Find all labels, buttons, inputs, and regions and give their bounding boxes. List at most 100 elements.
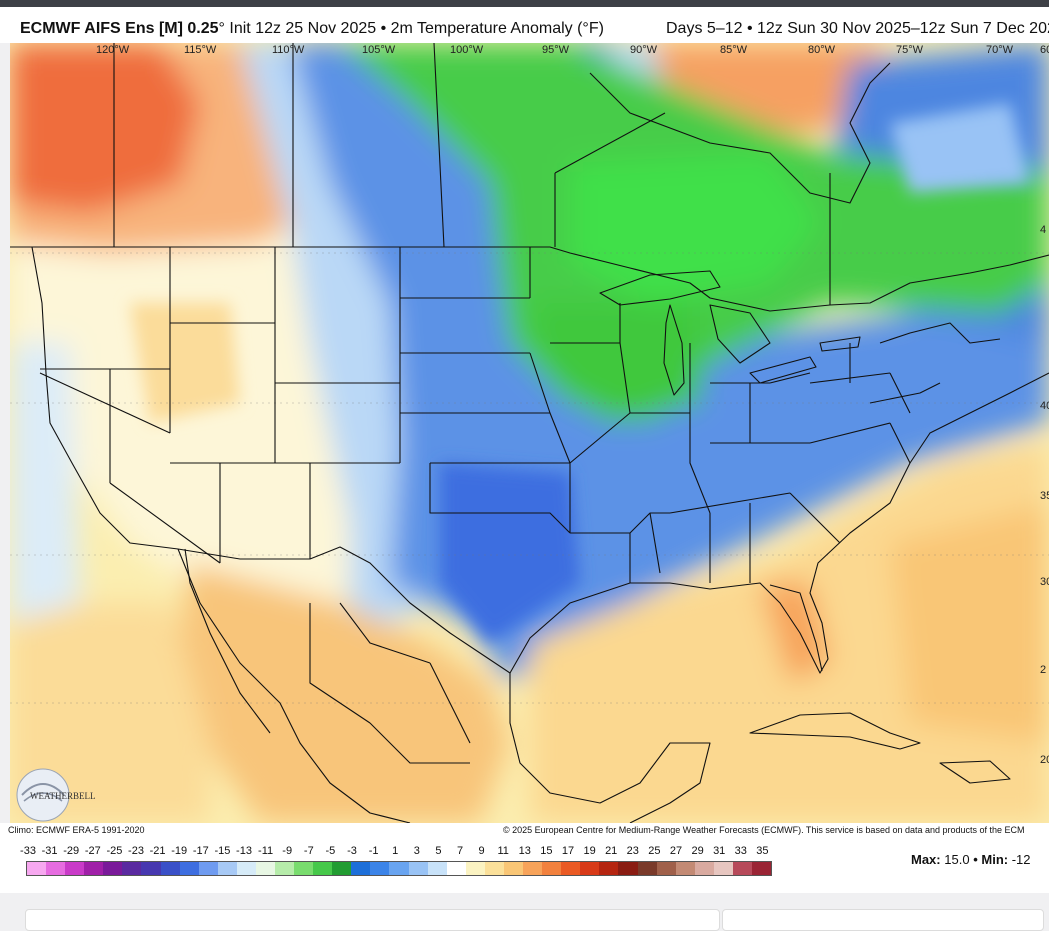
max-label: Max: — [911, 852, 941, 867]
mexico-gulf-coast — [509, 673, 711, 823]
colorbar-swatch — [389, 862, 409, 875]
weatherbell-logo: WEATHERBELL — [16, 768, 96, 822]
colorbar-swatch — [465, 862, 485, 875]
lon-label-95w: 95°W — [542, 44, 570, 56]
latitude-labels: 4 40 35 30 2 20 — [1040, 224, 1049, 766]
colorbar-tick-label: -11 — [258, 845, 274, 857]
cuba — [749, 712, 921, 750]
colorbar-tick-label: -1 — [368, 845, 379, 857]
coldest-core — [570, 153, 820, 303]
lon-label-60: 60 — [1040, 44, 1049, 56]
colorbar-tick-label: -3 — [347, 845, 357, 857]
colorbar-swatch — [236, 862, 256, 875]
coldest-great-lakes — [530, 303, 700, 423]
colorbar-swatch — [599, 862, 619, 875]
valid-period: Days 5–12 • 12z Sun 30 Nov 2025–12z Sun … — [666, 20, 1049, 37]
colorbar-tick-label: -33 — [20, 845, 36, 857]
colorbar-swatch — [656, 862, 676, 875]
colorbar-tick-label: -19 — [171, 845, 188, 857]
lon-label-110w: 110°W — [272, 44, 305, 56]
colorbar-swatch — [446, 862, 466, 875]
colorbar-tick-label: 29 — [691, 845, 704, 857]
us-state-lines — [39, 247, 1001, 583]
colorbar-swatch — [141, 862, 161, 875]
colorbar-tick-label: 1 — [392, 845, 399, 857]
lat-label-40: 40 — [1040, 400, 1049, 412]
colorbar-swatch — [332, 862, 352, 875]
colorbar-swatch — [523, 862, 543, 875]
us-canada-border — [10, 246, 1049, 312]
colorbar-tick-label: 19 — [583, 845, 596, 857]
colorbar-tick-label: -17 — [192, 845, 209, 857]
colorbar-tick-labels: -33 -31 -29 -27 -25 -23 -21 -19 -17 -15 -13 -11 -9 -7… — [16, 845, 776, 859]
longitude-labels: 120°W 115°W 110°W 105°W 100°W 95°W 90°W … — [96, 44, 1049, 56]
colorbar-tick-label: 9 — [478, 845, 485, 857]
map-title: ECMWF AIFS Ens [M] 0.25° Init 12z 25 Nov… — [20, 20, 604, 38]
lat-label-35: 35 — [1040, 490, 1049, 502]
temperature-anomaly-map: 120°W 115°W 110°W 105°W 100°W 95°W 90°W … — [10, 43, 1049, 823]
boundaries — [10, 43, 1049, 823]
colorbar-tick-label: -15 — [214, 845, 231, 857]
warm-atlantic-core — [890, 503, 1049, 743]
colorbar-tick-label: 5 — [435, 845, 442, 857]
colorbar-swatch — [179, 862, 199, 875]
colorbar-swatch — [675, 862, 695, 875]
colorbar-tick-label: 23 — [626, 845, 639, 857]
us-mexico-border — [177, 546, 511, 674]
colorbar-swatch — [84, 862, 104, 875]
climatology-note: Climo: ECMWF ERA-5 1991-2020 — [8, 825, 145, 835]
colorbar-swatch — [65, 862, 85, 875]
colorbar-swatch — [27, 862, 47, 875]
lon-label-105w: 105°W — [362, 44, 396, 56]
colorbar-swatch — [255, 862, 276, 875]
colorbar-swatch — [198, 862, 218, 875]
warm-mexico-west — [10, 603, 210, 823]
colorbar-tick-label: -13 — [236, 845, 252, 857]
colorbar-swatch — [542, 862, 562, 875]
colorbar-swatch — [122, 862, 142, 875]
warm-patch-great-basin — [130, 303, 240, 423]
colorbar — [26, 861, 772, 876]
lon-label-80w: 80°W — [808, 44, 836, 56]
cold-patch-texas — [440, 463, 580, 643]
map-footer: Climo: ECMWF ERA-5 1991-2020 © 2025 Euro… — [0, 823, 1049, 893]
anomaly-field — [10, 43, 1049, 823]
pale-pacific — [10, 343, 80, 623]
colorbar-tick-label: -9 — [282, 845, 293, 857]
us-west-coast — [31, 246, 179, 550]
lon-label-115w: 115°W — [184, 44, 217, 56]
colorbar-tick-label: 13 — [518, 845, 531, 857]
lat-label-25: 2 — [1040, 664, 1046, 676]
colorbar-swatch — [732, 862, 752, 875]
mexico-state-lines — [309, 602, 471, 764]
lon-label-70w: 70°W — [986, 44, 1014, 56]
warm-western-canada-core — [10, 43, 200, 213]
colorbar-tick-label: 33 — [734, 845, 747, 857]
colorbar-tick-label: 25 — [648, 845, 661, 857]
colorbar-swatch — [427, 862, 447, 875]
colorbar-swatch — [580, 862, 600, 875]
bottom-content-card-2 — [722, 909, 1044, 931]
colorbar-tick-label: 15 — [540, 845, 553, 857]
colorbar-swatch — [160, 862, 180, 875]
colorbar-swatch — [637, 862, 657, 875]
colorbar-swatch — [351, 862, 371, 875]
lake-huron — [709, 304, 771, 364]
colorbar-tick-label: 11 — [497, 845, 509, 857]
colorbar-tick-label: 17 — [561, 845, 575, 857]
init-and-variable: ° Init 12z 25 Nov 2025 • 2m Temperature … — [218, 20, 604, 37]
colorbar-swatch — [751, 862, 772, 875]
lat-label-20: 20 — [1040, 754, 1049, 766]
lon-label-120w: 120°W — [96, 44, 130, 56]
max-value: 15.0 — [944, 852, 970, 867]
colorbar-tick-label: -31 — [41, 845, 58, 857]
baja-and-west-mexico — [177, 548, 411, 823]
max-min-readout: Max: 15.0 • Min: -12 — [911, 852, 1031, 867]
lat-label-30: 30 — [1040, 576, 1049, 588]
canada-province-lines — [113, 43, 831, 305]
warm-mexico — [170, 563, 510, 823]
colorbar-tick-label: -21 — [149, 845, 166, 857]
baja-peninsula — [184, 548, 271, 734]
colorbar-swatch — [46, 862, 66, 875]
colorbar-swatch — [103, 862, 123, 875]
